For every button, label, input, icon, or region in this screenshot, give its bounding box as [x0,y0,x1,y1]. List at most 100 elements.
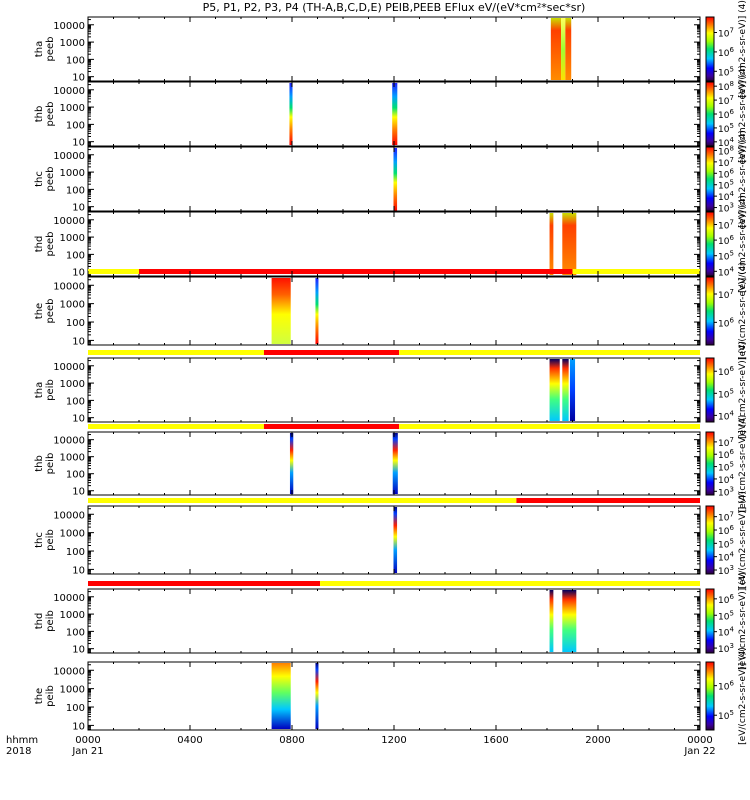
colorbar-tick-label-thb_peeb-3: 105 [718,122,734,135]
flag-segment-thb_peib-2 [399,424,700,429]
colorbar-label-thb_peib: [eV/(cm2-s-sr-eV)] (4) [738,415,748,513]
y-tick-label-thb_peeb-0: 10000 [53,86,85,97]
y-tick-label-thb_peib-2: 100 [66,470,85,481]
flag-segment-thc_peib-1 [516,498,700,503]
colorbar-tick-label-thd_peib-0: 106 [718,593,734,606]
y-tick-label-thd_peib-0: 10000 [53,593,85,604]
y-tick-label-the_peeb-0: 10000 [53,281,85,292]
colorbar-label-thd_peeb: [eV/(cm2-s-sr-eV)] (4) [738,195,748,293]
colorbar-tha_peeb [705,16,715,82]
colorbar-tick-label-thd_peib-2: 104 [718,626,734,639]
colorbar-tick-label-thd_peeb-2: 105 [718,250,734,263]
panel-thd_peeb: 10000 1000 100 10 thdpeeb 107 106 105 104 [eV/(cm… [34,195,748,293]
y-tick-label-thd_peeb-0: 10000 [53,216,85,227]
colorbar-tick-label-the_peib-0: 106 [718,680,734,693]
y-tick-label-thc_peib-1: 1000 [60,529,85,540]
flag-segment-thb_peib-1 [263,424,400,429]
x-tick-label-5: 2000 [585,735,610,746]
panel-tha_peib: 10000 1000 100 10 thapeib 106 105 104 [eV/(cm2-s… [34,341,748,439]
y-tick-label-thb_peeb-3: 10 [72,138,85,149]
colorbar-tick-label-thb_peeb-4: 104 [718,136,734,149]
y-tick-label-thd_peeb-1: 1000 [60,233,85,244]
colorbar-label-the_peeb: [eV/(cm2-s-sr-eV)] (4) [738,262,748,360]
y-tick-label-thb_peeb-1: 1000 [60,103,85,114]
colorbar-label-thc_peeb: [eV/(cm2-s-sr-eV)] (4) [738,130,748,228]
colorbar-tick-label-tha_peib-1: 105 [718,387,734,400]
data-block-tha_peeb-1 [561,18,566,80]
panel-the_peeb: 10000 1000 100 10 thepeeb 107 106 [eV/(cm2-s-sr… [34,262,748,360]
y-tick-label-thb_peeb-2: 100 [66,120,85,131]
data-block-thd_peib-0 [549,590,554,652]
y-tick-label-thb_peib-0: 10000 [53,436,85,447]
flag-segment-thd_peib-0 [88,581,321,586]
data-block-the_peib-1 [315,663,319,729]
y-tick-label-the_peeb-1: 1000 [60,300,85,311]
colorbar-tick-label-thc_peeb-2: 106 [718,167,734,180]
chart-title: P5, P1, P2, P3, P4 (TH-A,B,C,D,E) PEIB,P… [202,1,586,14]
y-tick-label-the_peib-0: 10000 [53,666,85,677]
flag-segment-thb_peib-0 [88,424,264,429]
data-block-the_peib-0 [271,663,291,729]
x-tick-label-2: 0800 [279,735,304,746]
y-tick-label-thc_peeb-2: 100 [66,185,85,196]
colorbar-tick-label-thb_peeb-2: 106 [718,108,734,121]
y-tick-label-tha_peib-0: 10000 [53,362,85,373]
colorbar-label-tha_peib: [eV/(cm2-s-sr-eV)] (4) [738,341,748,439]
y-tick-label-tha_peeb-3: 10 [72,73,85,84]
y-tick-label-thc_peib-0: 10000 [53,510,85,521]
x-tick-label-4: 1600 [483,735,508,746]
colorbar-tick-label-thd_peeb-1: 106 [718,234,734,247]
panel-thc_peeb: 10000100010010thcpeeb108107106105104103[… [34,130,748,228]
colorbar-tick-label-thc_peeb-3: 105 [718,179,734,192]
panel-label-tha_peeb: thapeeb [34,37,56,62]
y-tick-label-thc_peeb-1: 1000 [60,168,85,179]
colorbar-tick-label-thb_peib-1: 106 [718,448,734,461]
colorbar-label-thc_peib: [eV/(cm2-s-sr-eV)] (4) [738,491,748,589]
colorbar-tick-label-the_peeb-1: 106 [718,316,734,329]
colorbar-tick-label-tha_peeb-2: 105 [718,65,734,78]
colorbar-thd_peeb [705,211,715,277]
colorbar-tick-label-tha_peib-0: 106 [718,365,734,378]
panel-frame-tha_peib [87,357,701,423]
data-block-thc_peib-0 [393,507,398,573]
colorbar-tick-label-thb_peib-4: 103 [718,485,734,498]
panel-label-thb_peib: thbpeib [34,453,56,475]
colorbar-tick-label-thd_peib-3: 103 [718,642,734,655]
panel-the_peib: 10000 1000 100 10 thepeib 106 105 [eV/(cm2-s-sr… [34,647,748,745]
colorbar-tha_peib [705,357,715,423]
y-tick-label-tha_peib-3: 10 [72,414,85,425]
data-block-the_peeb-0 [271,278,291,344]
colorbar-thb_peib [705,431,715,496]
flag-segment-the_peeb-1 [139,269,573,274]
colorbar-tick-label-thc_peeb-4: 104 [718,190,734,203]
y-tick-label-tha_peeb-1: 1000 [60,38,85,49]
x-corner-bottom: 2018 [6,746,31,757]
y-tick-label-the_peib-1: 1000 [60,685,85,696]
y-tick-label-tha_peeb-0: 10000 [53,21,85,32]
y-tick-label-the_peeb-2: 100 [66,318,85,329]
panel-tha_peeb: 10000 1000 100 10 thapeeb 107 106 105 [eV/(cm2-s… [34,0,748,98]
x-tick-label-3: 1200 [381,735,406,746]
colorbar-label-thd_peib: [eV/(cm2-s-sr-eV)] (4) [738,572,748,670]
panel-label-thd_peib: thdpeib [34,610,56,632]
panel-label-the_peeb: thepeeb [34,299,56,324]
y-tick-label-tha_peib-1: 1000 [60,379,85,390]
panel-thd_peib: 10000 1000 100 10 thdpeib 106 105 104 103 [eV/(cm… [34,572,748,670]
colorbar-label-tha_peeb: [eV/(cm2-s-sr-eV)] (4) [738,0,748,98]
panel-frame-thd_peeb [87,211,701,277]
y-tick-label-thd_peeb-3: 10 [72,268,85,279]
flag-segment-tha_peib-1 [263,350,400,355]
y-tick-label-thc_peib-2: 100 [66,547,85,558]
panel-frame-the_peeb [87,276,701,346]
flag-segment-tha_peib-2 [399,350,700,355]
x-corner-top: hhmm [6,735,38,746]
panel-label-thd_peeb: thdpeeb [34,232,56,257]
panel-label-thc_peib: thcpeib [34,529,56,551]
x-tick-label-1: 0400 [177,735,202,746]
flag-segment-thc_peib-0 [88,498,517,503]
colorbar-tick-label-thd_peeb-3: 104 [718,265,734,278]
colorbar-label-the_peib: [eV/(cm2-s-sr-eV)] (4) [738,647,748,745]
panel-frame-tha_peeb [87,16,701,82]
y-tick-label-thc_peib-3: 10 [72,565,85,576]
